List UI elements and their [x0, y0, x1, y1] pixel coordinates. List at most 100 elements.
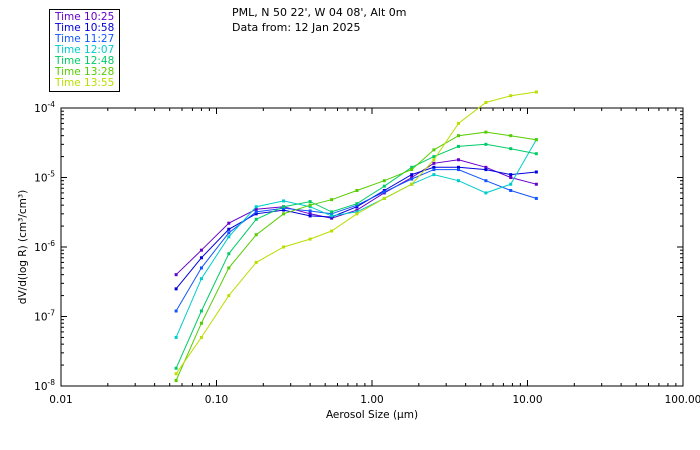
data-point — [199, 335, 203, 339]
data-point — [410, 177, 414, 181]
x-tick-label: 0.01 — [49, 394, 72, 406]
data-point — [457, 179, 461, 183]
data-point — [282, 212, 286, 216]
data-point — [254, 260, 258, 264]
data-point — [199, 256, 203, 260]
data-point — [509, 147, 513, 151]
data-point — [308, 209, 312, 213]
y-tick-label: 10-4 — [34, 100, 55, 115]
x-axis-label: Aerosol Size (µm) — [326, 409, 418, 421]
data-point — [509, 182, 513, 186]
data-point — [457, 144, 461, 148]
y-tick-label: 10-7 — [34, 309, 55, 324]
data-point — [355, 205, 359, 209]
x-tick-label: 10.00 — [512, 394, 542, 406]
data-point — [199, 277, 203, 281]
y-tick-label: 10-8 — [34, 378, 55, 393]
data-point — [227, 227, 231, 231]
data-point — [484, 100, 488, 104]
data-point — [382, 184, 386, 188]
data-point — [432, 168, 436, 172]
data-point — [254, 207, 258, 211]
legend-entry: Time 13:55 — [55, 77, 115, 89]
data-point — [355, 212, 359, 216]
data-point — [254, 233, 258, 237]
legend-entry: Time 12:48 — [55, 55, 115, 67]
data-point — [308, 237, 312, 241]
chart-header: PML, N 50 22', W 04 08', Alt 0m Data fro… — [232, 5, 406, 35]
data-point — [282, 199, 286, 203]
legend-entry: Time 10:25 — [55, 11, 115, 23]
data-point — [254, 212, 258, 216]
data-point — [457, 134, 461, 138]
data-point — [199, 309, 203, 313]
data-point — [308, 200, 312, 204]
data-point — [534, 182, 538, 186]
data-point — [199, 321, 203, 325]
data-point — [282, 206, 286, 210]
station-info: PML, N 50 22', W 04 08', Alt 0m — [232, 6, 407, 19]
axis-ticks: 0.01 0.10 1.00 10.00 100.00 10-4 10-5 10-6 10-7 1… — [34, 100, 700, 406]
legend-entry: Time 11:27 — [55, 33, 115, 45]
data-point — [227, 231, 231, 235]
data-point — [355, 208, 359, 212]
data-point — [457, 168, 461, 172]
data-point — [432, 165, 436, 169]
plot-frame — [60, 107, 684, 387]
data-point — [330, 198, 334, 202]
data-point — [509, 134, 513, 138]
data-point — [174, 287, 178, 291]
data-point — [509, 173, 513, 177]
data-point — [484, 179, 488, 183]
data-point — [509, 176, 513, 179]
data-point — [484, 130, 488, 134]
y-tick-label: 10-6 — [34, 239, 55, 254]
data-point — [254, 217, 258, 221]
data-point — [330, 214, 334, 218]
series-line — [175, 159, 537, 276]
data-point — [382, 196, 386, 200]
data-point — [254, 210, 258, 214]
data-point — [227, 294, 231, 298]
data-point — [199, 266, 203, 270]
data-point — [355, 210, 359, 214]
x-tick-label: 0.10 — [205, 394, 228, 406]
data-point — [330, 210, 334, 214]
data-point — [382, 179, 386, 183]
x-tick-label: 100.00 — [665, 394, 700, 406]
data-point — [432, 148, 436, 152]
legend: Time 10:25 Time 10:58 Time 11:27 Time 12… — [49, 9, 120, 92]
data-point — [509, 189, 513, 193]
data-point — [484, 168, 488, 172]
data-point — [227, 252, 231, 256]
data-point — [534, 170, 538, 174]
data-point — [355, 202, 359, 206]
data-point — [484, 191, 488, 195]
y-axis-label: dV/d(log R) (cm³/cm³) — [17, 190, 29, 304]
data-point — [432, 173, 436, 177]
data-point — [330, 229, 334, 233]
data-point — [410, 176, 414, 179]
data-point — [457, 158, 461, 162]
legend-entry: Time 13:28 — [55, 66, 115, 78]
data-point — [432, 155, 436, 159]
legend-entry: Time 10:58 — [55, 22, 115, 34]
data-point — [330, 212, 334, 216]
data-point — [227, 235, 231, 239]
data-point — [174, 378, 178, 382]
data-point — [174, 335, 178, 339]
data-point — [534, 90, 538, 94]
data-point — [308, 203, 312, 207]
series-layer — [174, 90, 538, 382]
data-date: Data from: 12 Jan 2025 — [232, 21, 361, 34]
data-point — [174, 309, 178, 313]
data-point — [199, 248, 203, 252]
data-point — [308, 205, 312, 209]
data-point — [254, 205, 258, 209]
legend-entry: Time 12:07 — [55, 44, 115, 56]
data-point — [410, 168, 414, 172]
x-tick-label: 1.00 — [360, 394, 383, 406]
data-point — [282, 245, 286, 249]
data-point — [410, 173, 414, 177]
y-tick-label: 10-5 — [34, 170, 55, 185]
